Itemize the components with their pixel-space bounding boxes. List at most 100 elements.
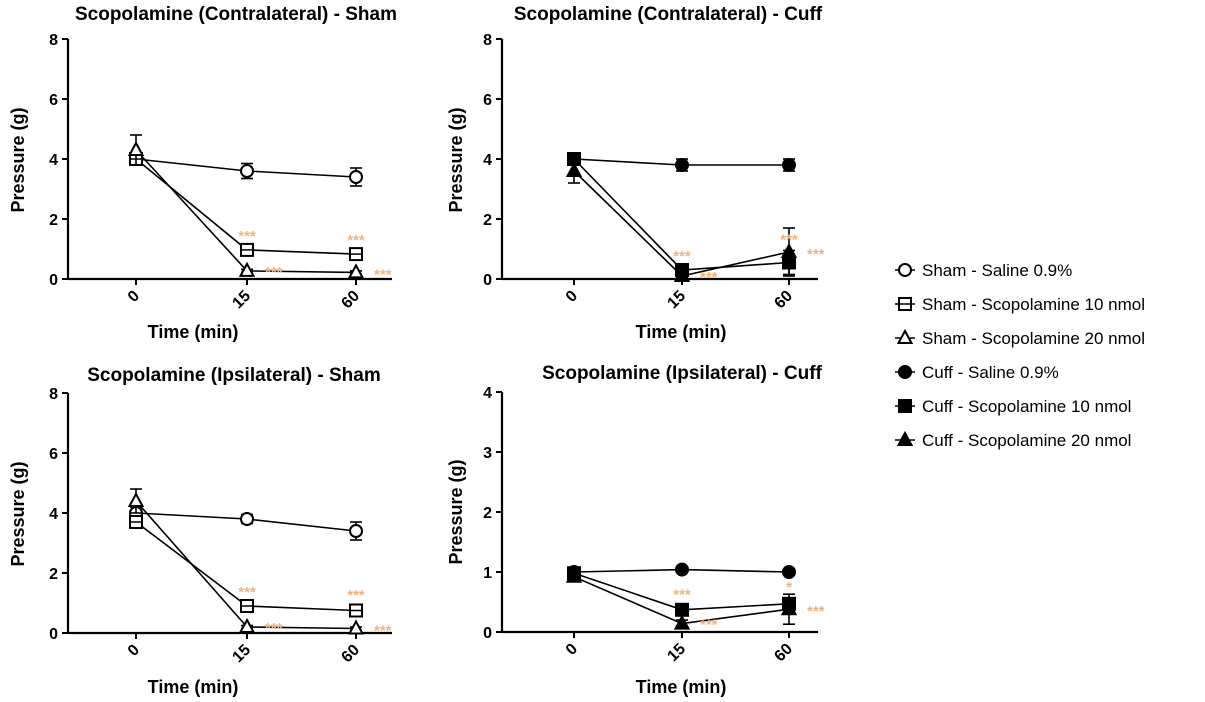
data-point <box>675 562 689 577</box>
x-tick-label: 15 <box>229 641 254 666</box>
y-tick-label: 2 <box>483 505 492 522</box>
y-tick-label: 6 <box>483 92 492 109</box>
x-tick-label: 15 <box>229 287 254 312</box>
y-tick-label: 1 <box>483 565 492 582</box>
data-point <box>565 161 583 177</box>
legend-label: Sham - Saline 0.9% <box>922 261 1072 280</box>
x-tick-label: 0 <box>125 641 143 659</box>
series-2 <box>565 567 798 630</box>
series-0 <box>129 506 363 541</box>
panel-ipsilateral-sham: Scopolamine (Ipsilateral) - Sham Time (m… <box>8 365 392 697</box>
x-tick-label: 0 <box>563 287 581 305</box>
legend-label: Cuff - Scopolamine 10 nmol <box>922 397 1131 416</box>
legend-marker <box>896 430 914 446</box>
data-point <box>780 600 798 616</box>
data-point <box>675 158 689 172</box>
data-point-shape <box>675 602 689 617</box>
x-axis-label: Time (min) <box>636 322 727 342</box>
y-tick-label: 3 <box>483 445 492 462</box>
series-0 <box>567 152 796 172</box>
significance-marker: *** <box>265 264 283 281</box>
legend-marker <box>898 399 912 413</box>
data-point <box>349 524 363 538</box>
chart-title: Scopolamine (Ipsilateral) - Cuff <box>542 363 822 384</box>
y-tick-label: 6 <box>49 92 58 109</box>
x-tick-label: 60 <box>338 287 363 312</box>
y-axis-label: Pressure (g) <box>446 459 466 564</box>
y-tick-label: 8 <box>49 32 58 49</box>
panel-contralateral-sham: Scopolamine (Contralateral) - Sham Time … <box>8 4 397 342</box>
legend-label: Sham - Scopolamine 20 nmol <box>922 329 1145 348</box>
data-point <box>127 491 145 507</box>
y-tick-label: 0 <box>49 626 58 643</box>
significance-marker: *** <box>807 246 825 263</box>
series-0 <box>567 562 796 579</box>
y-tick-label: 2 <box>483 212 492 229</box>
data-point <box>347 619 365 635</box>
data-point <box>238 261 256 277</box>
y-tick-label: 8 <box>483 32 492 49</box>
data-point <box>565 567 583 583</box>
legend-marker <box>896 328 914 344</box>
chart-title: Scopolamine (Contralateral) - Sham <box>75 4 397 25</box>
x-tick-label: 60 <box>771 287 796 312</box>
significance-marker: *** <box>673 248 691 265</box>
legend-label: Sham - Scopolamine 10 nmol <box>922 295 1145 314</box>
significance-marker: *** <box>347 587 365 604</box>
y-tick-label: 8 <box>49 386 58 403</box>
x-axis-label: Time (min) <box>636 677 727 697</box>
y-axis-label: Pressure (g) <box>446 107 466 212</box>
legend-label: Cuff - Scopolamine 20 nmol <box>922 431 1131 450</box>
legend-marker-shape <box>898 399 912 413</box>
significance-marker: *** <box>374 623 392 640</box>
y-tick-label: 4 <box>49 506 58 523</box>
data-point <box>782 158 796 172</box>
data-point <box>349 247 363 262</box>
data-point <box>673 266 691 282</box>
data-point <box>675 602 689 617</box>
series-2 <box>127 488 365 635</box>
x-tick-label: 60 <box>338 641 363 666</box>
data-point <box>782 565 796 579</box>
legend-label: Cuff - Saline 0.9% <box>922 363 1059 382</box>
significance-marker: *** <box>807 603 825 620</box>
data-point <box>127 140 145 156</box>
x-tick-label: 0 <box>125 287 143 305</box>
y-tick-label: 0 <box>49 272 58 289</box>
significance-marker: *** <box>673 587 691 604</box>
significance-marker: *** <box>265 620 283 637</box>
data-point <box>240 512 254 526</box>
significance-marker: *** <box>700 269 718 286</box>
y-tick-label: 0 <box>483 272 492 289</box>
y-tick-label: 4 <box>49 152 58 169</box>
significance-marker: *** <box>347 232 365 249</box>
panel-ipsilateral-cuff: Scopolamine (Ipsilateral) - Cuff Time (m… <box>446 363 825 697</box>
data-point <box>129 515 143 529</box>
chart-title: Scopolamine (Ipsilateral) - Sham <box>87 365 381 386</box>
y-tick-label: 4 <box>483 152 492 169</box>
panel-contralateral-cuff: Scopolamine (Contralateral) - Cuff Time … <box>446 4 825 342</box>
data-point <box>673 614 691 630</box>
significance-marker: * <box>786 579 792 596</box>
x-tick-label: 15 <box>664 287 689 312</box>
data-point <box>347 263 365 279</box>
y-tick-label: 2 <box>49 212 58 229</box>
data-point <box>238 617 256 633</box>
x-tick-label: 15 <box>664 640 689 665</box>
y-axis-label: Pressure (g) <box>8 461 28 566</box>
significance-marker: *** <box>700 617 718 634</box>
data-point <box>349 170 363 184</box>
x-tick-label: 0 <box>563 640 581 658</box>
legend: Sham - Saline 0.9% Sham - Scopolamine 10… <box>895 261 1145 450</box>
significance-marker: *** <box>374 266 392 283</box>
data-point <box>240 164 254 178</box>
data-point <box>780 242 798 258</box>
series-1 <box>129 515 363 618</box>
data-point <box>349 603 363 618</box>
data-point <box>240 242 254 257</box>
x-tick-label: 60 <box>771 640 796 665</box>
legend-marker <box>898 297 912 311</box>
legend-marker <box>898 263 912 277</box>
significance-marker: *** <box>780 232 798 249</box>
